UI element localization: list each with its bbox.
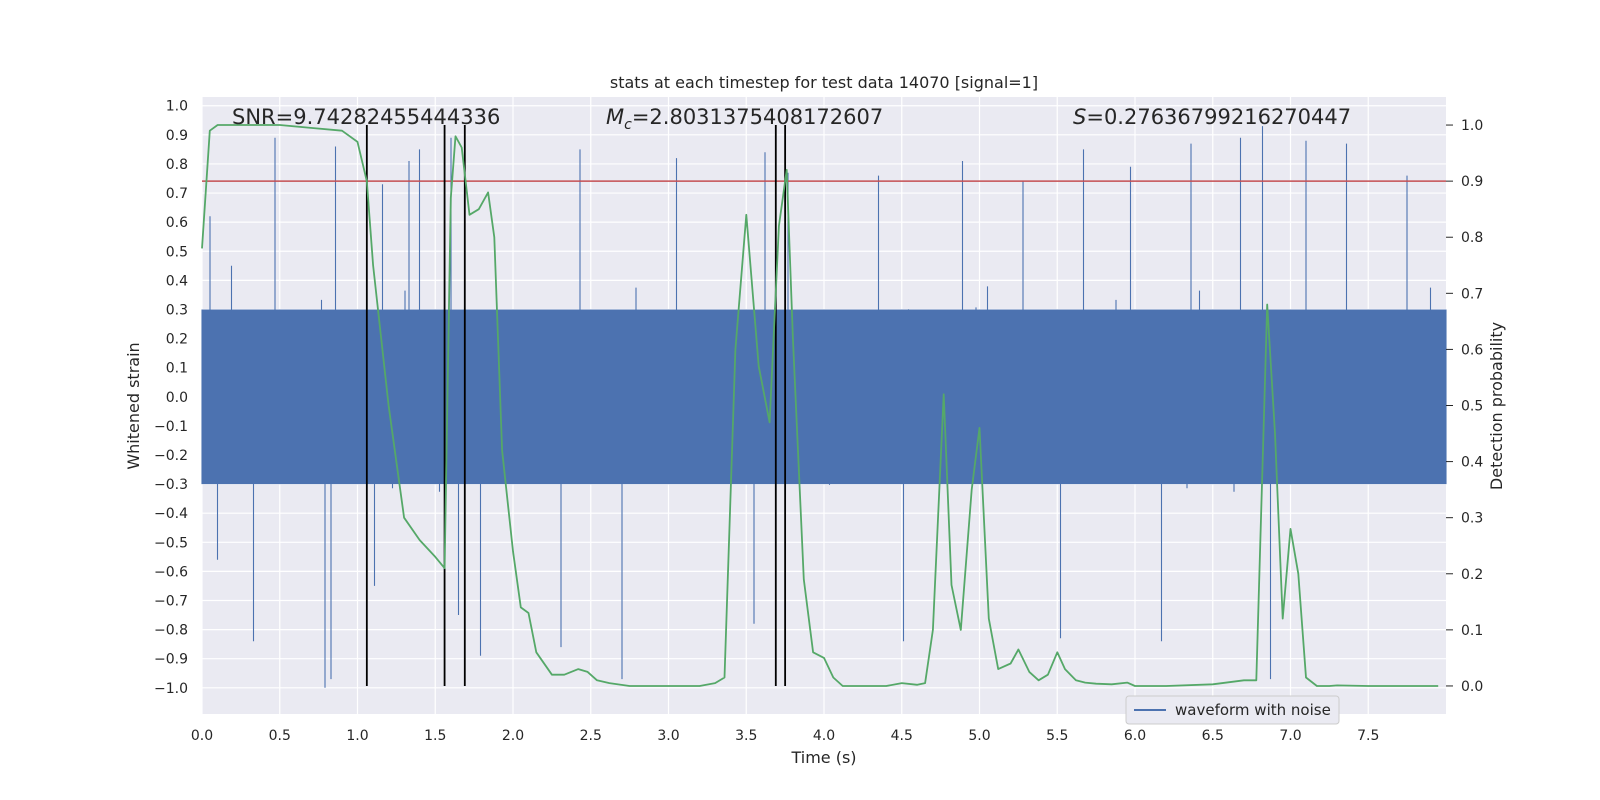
x-axis-ticks: 0.0 0.5 1.0 1.5 2.0 2.5 3.0 3.5 4.0 4.5 5.0 5.5 6.0 6… xyxy=(191,728,1380,744)
x-axis-label: Time (s) xyxy=(790,748,856,767)
y-tick-label: 0.6 xyxy=(166,215,188,231)
y2-tick-label: 0.5 xyxy=(1461,399,1483,415)
mc-annotation: Mc=2.8031375408172607 xyxy=(606,105,883,133)
x-tick-label: 0.5 xyxy=(269,728,291,744)
x-tick-label: 5.5 xyxy=(1046,728,1068,744)
legend: waveform with noise xyxy=(1125,695,1340,725)
y2-tick-label: 0.6 xyxy=(1461,342,1483,358)
x-tick-label: 2.0 xyxy=(502,728,524,744)
y-tick-label: 0.0 xyxy=(166,390,188,406)
y2-tick-label: 0.3 xyxy=(1461,511,1483,527)
legend-box xyxy=(1125,695,1340,725)
s-symbol: S xyxy=(1073,105,1086,129)
x-tick-label: 7.5 xyxy=(1357,728,1379,744)
legend-label: waveform with noise xyxy=(1175,701,1331,719)
y-tick-label: 0.2 xyxy=(166,332,188,348)
y-tick-label: 0.4 xyxy=(166,273,188,289)
x-tick-label: 4.5 xyxy=(891,728,913,744)
s-annotation: S=0.27636799216270447 xyxy=(1073,105,1351,129)
snr-annotation: SNR=9.74282455444336 xyxy=(232,105,500,129)
y2-tick-label: 0.8 xyxy=(1461,230,1483,246)
x-tick-label: 1.0 xyxy=(346,728,368,744)
x-tick-label: 3.0 xyxy=(657,728,679,744)
y-tick-label: 0.9 xyxy=(166,128,188,144)
y2-tick-label: 0.2 xyxy=(1461,567,1483,583)
x-tick-label: 7.0 xyxy=(1279,728,1301,744)
y2-axis-label: Detection probability xyxy=(1487,322,1506,490)
y-axis-ticks: −1.0 −0.9 −0.8 −0.7 −0.6 −0.5 −0.4 −0.3 −0.2 −0.1… xyxy=(154,99,188,697)
y2-tick-label: 1.0 xyxy=(1461,118,1483,134)
y-axis-label: Whitened strain xyxy=(124,342,143,469)
chart-title: stats at each timestep for test data 140… xyxy=(610,73,1038,92)
y-tick-label: 0.1 xyxy=(166,361,188,377)
mc-symbol: M xyxy=(606,105,624,129)
y-tick-label: −0.4 xyxy=(154,506,188,522)
y-tick-label: −0.8 xyxy=(154,623,188,639)
y2-axis-ticks: 0.0 0.1 0.2 0.3 0.4 0.5 0.6 0.7 0.8 0.9 1.0 xyxy=(1446,118,1483,695)
s-value: =0.27636799216270447 xyxy=(1086,105,1351,129)
mc-subscript: c xyxy=(624,117,632,133)
y-tick-label: −1.0 xyxy=(154,681,188,697)
y-tick-label: 0.3 xyxy=(166,302,188,318)
probability-line xyxy=(201,124,1439,687)
y-tick-label: 0.5 xyxy=(166,244,188,260)
y-tick-label: −0.7 xyxy=(154,593,188,609)
y-tick-label: 0.7 xyxy=(166,186,188,202)
y-tick-label: −0.9 xyxy=(154,652,188,668)
y2-tick-label: 0.7 xyxy=(1461,286,1483,302)
y2-tick-label: 0.4 xyxy=(1461,455,1483,471)
y2-tick-label: 0.0 xyxy=(1461,679,1483,695)
x-tick-label: 5.0 xyxy=(968,728,990,744)
waveform-series xyxy=(201,126,1447,688)
y-tick-label: −0.3 xyxy=(154,477,188,493)
y-tick-label: 1.0 xyxy=(166,99,188,115)
overlay xyxy=(201,124,1446,687)
y2-tick-label: 0.1 xyxy=(1461,623,1483,639)
x-tick-label: 1.5 xyxy=(424,728,446,744)
y-tick-label: −0.5 xyxy=(154,535,188,551)
y-tick-label: −0.6 xyxy=(154,564,188,580)
y-tick-label: −0.2 xyxy=(154,448,188,464)
y-tick-label: 0.8 xyxy=(166,157,188,173)
mc-value: =2.8031375408172607 xyxy=(632,105,883,129)
x-tick-label: 6.0 xyxy=(1124,728,1146,744)
x-tick-label: 0.0 xyxy=(191,728,213,744)
y-tick-label: −0.1 xyxy=(154,419,188,435)
x-tick-label: 3.5 xyxy=(735,728,757,744)
x-tick-label: 4.0 xyxy=(813,728,835,744)
waveform-line xyxy=(201,126,1447,688)
x-tick-label: 2.5 xyxy=(580,728,602,744)
x-tick-label: 6.5 xyxy=(1202,728,1224,744)
y2-tick-label: 0.9 xyxy=(1461,174,1483,190)
